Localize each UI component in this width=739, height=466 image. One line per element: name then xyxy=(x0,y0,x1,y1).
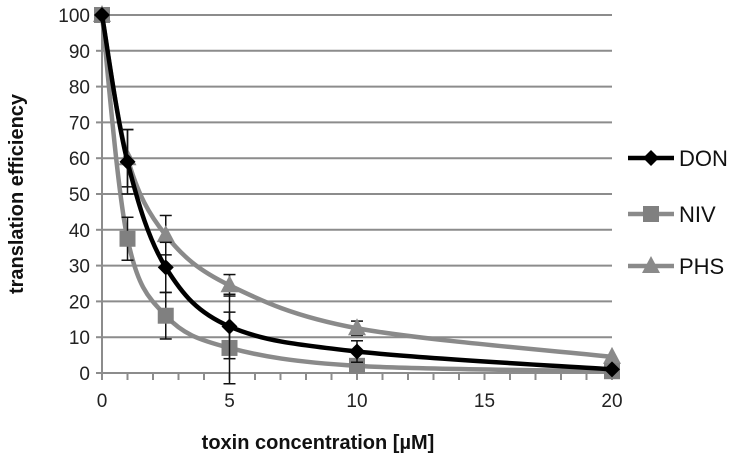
data-point xyxy=(157,307,174,324)
legend-item-niv: NIV xyxy=(628,202,716,227)
series-line xyxy=(99,14,613,372)
legend-label: DON xyxy=(679,146,728,171)
legend-item-don: DON xyxy=(628,146,728,171)
x-tick-label: 10 xyxy=(346,391,367,412)
series-line xyxy=(99,14,613,360)
y-tick-label: 90 xyxy=(69,42,90,63)
legend: DON NIV PHS xyxy=(628,146,728,279)
legend-label: NIV xyxy=(679,202,716,227)
data-point xyxy=(604,361,620,378)
x-axis-title: toxin concentration [µM] xyxy=(202,432,435,454)
y-tick-labels: 0 10 20 30 40 50 60 70 80 90 100 xyxy=(58,6,90,385)
data-point xyxy=(94,7,110,23)
y-tick-label: 20 xyxy=(69,292,90,313)
data-point xyxy=(157,259,174,276)
y-tick-label: 80 xyxy=(69,78,90,99)
y-tick-label: 100 xyxy=(58,6,90,27)
data-point xyxy=(221,318,238,335)
data-point xyxy=(348,318,366,336)
y-tick-label: 10 xyxy=(69,328,90,349)
y-tick-label: 60 xyxy=(69,149,90,170)
data-series xyxy=(93,5,621,385)
axes xyxy=(96,14,613,380)
x-tick-labels: 0 5 10 15 20 xyxy=(97,391,623,412)
x-tick-label: 20 xyxy=(601,391,622,412)
x-tick-label: 5 xyxy=(224,391,235,412)
data-point xyxy=(220,275,239,293)
y-axis-title: translation efficiency xyxy=(6,93,28,294)
y-tick-label: 70 xyxy=(69,113,90,134)
x-tick-label: 15 xyxy=(474,391,495,412)
legend-marker xyxy=(642,256,660,273)
series-don xyxy=(94,7,620,378)
legend-label: PHS xyxy=(679,254,724,279)
legend-marker xyxy=(643,206,659,222)
data-point xyxy=(119,153,136,170)
legend-item-phs: PHS xyxy=(628,254,724,279)
data-point xyxy=(603,346,621,364)
y-tick-label: 40 xyxy=(69,221,90,242)
legend-marker xyxy=(643,150,659,166)
series-line xyxy=(99,14,613,374)
y-tick-label: 30 xyxy=(69,257,90,278)
x-tick-label: 0 xyxy=(97,391,108,412)
data-point xyxy=(349,343,365,360)
y-tick-label: 50 xyxy=(69,185,90,206)
data-point xyxy=(119,230,136,247)
gridlines xyxy=(102,14,612,339)
data-point xyxy=(156,225,175,243)
y-tick-label: 0 xyxy=(79,364,90,385)
